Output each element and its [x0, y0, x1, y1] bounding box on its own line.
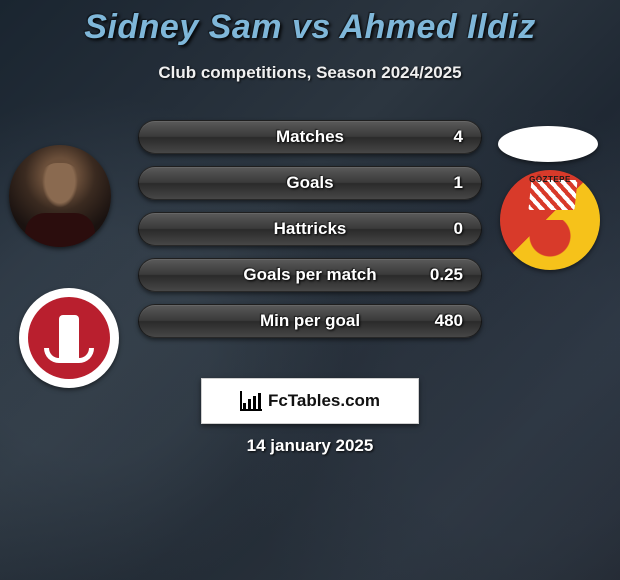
stat-label: Min per goal	[260, 311, 360, 331]
stat-value: 480	[435, 311, 463, 331]
stat-label: Goals	[286, 173, 333, 193]
source-logo: FcTables.com	[201, 378, 419, 424]
club-badge-left-inner	[28, 297, 110, 379]
stat-row: Hattricks 0	[138, 212, 482, 246]
page-title: Sidney Sam vs Ahmed Ildiz	[0, 0, 620, 47]
player-photo-left	[9, 145, 111, 247]
stat-value: 4	[454, 127, 463, 147]
stat-value: 0.25	[430, 265, 463, 285]
stat-value: 0	[454, 219, 463, 239]
card: Sidney Sam vs Ahmed Ildiz Club competiti…	[0, 0, 620, 580]
subtitle: Club competitions, Season 2024/2025	[0, 63, 620, 83]
stat-row: Goals per match 0.25	[138, 258, 482, 292]
source-logo-text: FcTables.com	[268, 391, 380, 411]
date-label: 14 january 2025	[0, 436, 620, 456]
player-photo-right-placeholder	[498, 126, 598, 162]
club-badge-left	[19, 288, 119, 388]
club-badge-right	[500, 170, 600, 270]
stats-list: Matches 4 Goals 1 Hattricks 0 Goals per …	[138, 120, 482, 350]
bar-chart-icon	[240, 391, 262, 411]
stat-value: 1	[454, 173, 463, 193]
stat-label: Hattricks	[274, 219, 347, 239]
stat-label: Goals per match	[243, 265, 376, 285]
stat-row: Goals 1	[138, 166, 482, 200]
stat-label: Matches	[276, 127, 344, 147]
stat-row: Matches 4	[138, 120, 482, 154]
club-badge-right-inner	[520, 220, 580, 260]
stat-row: Min per goal 480	[138, 304, 482, 338]
